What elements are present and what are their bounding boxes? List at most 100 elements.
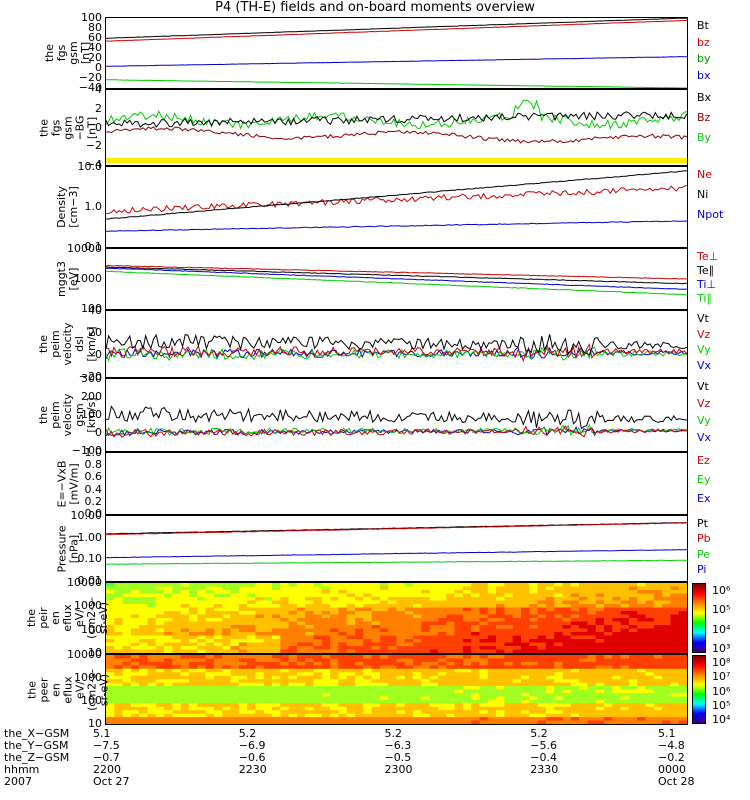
spectrogram-cell	[106, 717, 115, 722]
spectrogram-cell	[462, 621, 472, 626]
spectrogram-cell	[462, 583, 472, 588]
spectrogram-cell	[230, 720, 240, 724]
spectrogram-cell	[512, 604, 522, 609]
spectrogram-cell	[562, 658, 572, 663]
spectrogram-cell	[487, 682, 497, 687]
spectrogram-cell	[355, 635, 364, 640]
spectrogram-cell	[189, 682, 198, 687]
spectrogram-cell	[205, 706, 215, 711]
spectrogram-cell	[637, 699, 647, 704]
y-tick-label: −100	[71, 444, 102, 457]
spectrogram-cell	[537, 675, 547, 680]
spectrogram-cell	[238, 675, 248, 680]
spectrogram-cell	[222, 689, 232, 694]
spectrogram-cell	[222, 710, 232, 715]
spectrogram-cell	[587, 583, 597, 588]
y-tick-label: 10000	[67, 242, 102, 255]
spectrogram-cell	[487, 717, 497, 722]
spectrogram-cell	[471, 625, 481, 630]
spectrogram-cell	[454, 646, 464, 651]
spectrogram-cell	[570, 621, 580, 626]
spectrogram-cell	[313, 665, 323, 670]
spectrogram-cell	[645, 717, 655, 722]
spectrogram-cell	[645, 661, 655, 666]
spectrogram-cell	[471, 590, 481, 595]
spectrogram-cell	[554, 597, 564, 602]
spectrogram-cell	[122, 625, 132, 630]
spectrogram-cell	[130, 682, 140, 687]
spectrogram-cell	[130, 655, 140, 659]
spectrogram-cell	[562, 682, 572, 687]
spectrogram-cell	[371, 699, 381, 704]
spectrogram-cell	[313, 604, 323, 609]
spectrogram-cell	[504, 600, 514, 605]
spectrogram-cell	[388, 618, 398, 623]
spectrogram-cell	[114, 682, 124, 687]
spectrogram-cell	[213, 696, 223, 701]
spectrogram-cell	[570, 611, 580, 616]
spectrogram-cell	[653, 597, 663, 602]
spectrogram-cell	[529, 600, 539, 605]
spectrogram-cell	[471, 720, 481, 724]
spectrogram-cell	[313, 717, 323, 722]
spectrogram-cell	[645, 672, 655, 677]
spectrogram-cell	[645, 713, 655, 718]
spectrogram-cell	[139, 604, 149, 609]
spectrogram-cell	[587, 611, 597, 616]
spectrogram-cell	[139, 696, 149, 701]
spectrogram-cell	[172, 597, 182, 602]
spectrogram-cell	[429, 642, 439, 647]
spectrogram-cell	[280, 649, 290, 653]
spectrogram-cell	[479, 717, 489, 722]
spectrogram-cell	[620, 713, 630, 718]
spectrogram-cell	[130, 699, 140, 704]
spectrogram-cell	[189, 658, 198, 663]
spectrogram-cell	[122, 607, 132, 612]
spectrogram-cell	[521, 590, 530, 595]
spectrogram-cell	[255, 604, 265, 609]
spectrogram-cell	[205, 689, 215, 694]
spectrogram-cell	[504, 655, 514, 659]
spectrogram-cell	[139, 607, 149, 612]
spectrogram-cell	[653, 649, 663, 653]
spectrogram-cell	[272, 661, 281, 666]
spectrogram-cell	[197, 590, 207, 595]
spectrogram-cell	[595, 699, 605, 704]
spectrogram-cell	[255, 703, 265, 708]
spectrogram-cell	[164, 696, 173, 701]
spectrogram-cell	[604, 639, 613, 644]
spectrogram-cell	[604, 689, 613, 694]
spectrogram-cell	[554, 604, 564, 609]
spectrogram-cell	[678, 696, 687, 701]
spectrogram-cell	[197, 618, 207, 623]
spectrogram-cell	[122, 646, 132, 651]
spectrogram-cell	[429, 658, 439, 663]
spectrogram-cell	[396, 693, 406, 697]
spectrogram-cell	[537, 586, 547, 591]
spectrogram-cell	[454, 675, 464, 680]
spectrogram-cell	[562, 646, 572, 651]
spectrogram-cell	[628, 586, 638, 591]
spectrogram-cell	[139, 625, 149, 630]
spectrogram-cell	[147, 658, 157, 663]
spectrogram-cell	[255, 655, 265, 659]
spectrogram-cell	[421, 632, 431, 637]
spectrogram-cell	[496, 665, 505, 670]
series-line-By	[106, 99, 687, 131]
spectrogram-cell	[396, 679, 406, 684]
spectrogram-cell	[454, 668, 464, 673]
panel-1	[105, 89, 688, 166]
spectrogram-cell	[288, 672, 298, 677]
spectrogram-cell	[653, 661, 663, 666]
spectrogram-cell	[388, 682, 398, 687]
spectrogram-cell	[139, 706, 149, 711]
spectrogram-cell	[296, 597, 306, 602]
spectrogram-cell	[496, 720, 505, 724]
spectrogram-cell	[604, 682, 613, 687]
spectrogram-cell	[404, 583, 414, 588]
spectrogram-cell	[155, 590, 165, 595]
spectrogram-cell	[446, 710, 456, 715]
spectrogram-cell	[371, 672, 381, 677]
spectrogram-cell	[554, 699, 564, 704]
spectrogram-cell	[330, 593, 339, 598]
